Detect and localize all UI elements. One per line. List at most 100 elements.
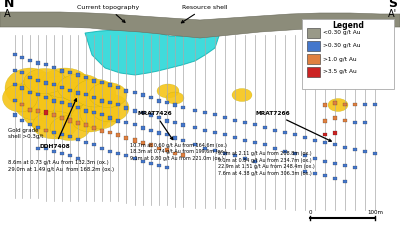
Bar — [243, 156, 247, 159]
Bar — [243, 122, 247, 124]
Ellipse shape — [71, 104, 109, 132]
Bar — [36, 94, 40, 96]
Bar — [20, 104, 24, 106]
Bar — [353, 148, 357, 150]
Bar — [233, 120, 237, 122]
Bar — [133, 109, 137, 113]
Text: A': A' — [388, 9, 397, 19]
Polygon shape — [85, 30, 220, 75]
Bar — [60, 133, 64, 137]
Bar — [108, 149, 112, 153]
Bar — [343, 164, 347, 166]
Bar — [124, 136, 128, 140]
Text: 10.7m at 0.60 g/t Au from 164.6m (ox.)
18.3m at 0.74 g/t Au from 199.6m (ox.)
9.: 10.7m at 0.60 g/t Au from 164.6m (ox.) 1… — [130, 143, 227, 161]
Bar — [323, 159, 327, 163]
Bar — [353, 122, 357, 124]
Bar — [52, 84, 56, 87]
Text: MRAT7426: MRAT7426 — [138, 111, 173, 139]
Bar — [323, 133, 327, 137]
Ellipse shape — [22, 95, 78, 130]
Ellipse shape — [24, 69, 66, 94]
Bar — [323, 141, 327, 145]
Bar — [28, 108, 32, 112]
Bar — [223, 133, 227, 137]
Bar — [52, 113, 56, 117]
Bar — [363, 104, 367, 106]
Bar — [263, 144, 267, 147]
Bar — [28, 92, 32, 95]
Text: 100m: 100m — [367, 210, 383, 215]
Bar — [20, 120, 24, 122]
Ellipse shape — [41, 68, 89, 98]
Bar — [307, 28, 320, 38]
Bar — [173, 103, 177, 107]
Bar — [233, 137, 237, 139]
Bar — [84, 94, 88, 96]
Text: DDH7408: DDH7408 — [40, 99, 76, 149]
Bar — [149, 130, 153, 132]
Bar — [108, 131, 112, 134]
Bar — [193, 144, 197, 147]
Bar — [68, 136, 72, 139]
Bar — [193, 127, 197, 130]
Bar — [76, 106, 80, 110]
Bar — [36, 79, 40, 83]
Text: MRAT7266: MRAT7266 — [256, 111, 331, 141]
Bar — [343, 104, 347, 106]
Bar — [60, 87, 64, 89]
Text: <0.30 g/t Au: <0.30 g/t Au — [323, 31, 360, 35]
Bar — [44, 111, 48, 115]
Bar — [333, 131, 337, 135]
Bar — [28, 123, 32, 127]
Bar — [28, 60, 32, 62]
Bar — [203, 147, 207, 149]
Bar — [157, 131, 161, 135]
Bar — [100, 99, 104, 103]
Bar — [116, 151, 120, 155]
Bar — [193, 110, 197, 113]
Bar — [213, 131, 217, 134]
Text: >0.30 g/t Au: >0.30 g/t Au — [323, 43, 360, 49]
Bar — [84, 141, 88, 145]
Bar — [68, 119, 72, 123]
Bar — [165, 102, 169, 104]
Bar — [92, 79, 96, 83]
Bar — [141, 126, 145, 130]
Bar — [36, 147, 40, 149]
Bar — [333, 101, 337, 105]
Bar — [149, 143, 153, 147]
Bar — [92, 96, 96, 99]
Bar — [108, 102, 112, 104]
Bar — [307, 41, 320, 51]
Bar — [273, 147, 277, 149]
Bar — [100, 147, 104, 149]
Bar — [363, 149, 367, 153]
Bar — [36, 127, 40, 130]
Text: 0: 0 — [308, 210, 312, 215]
Bar — [76, 156, 80, 159]
Bar — [333, 116, 337, 120]
Bar — [353, 104, 357, 106]
Bar — [313, 156, 317, 159]
Bar — [92, 144, 96, 147]
Bar — [92, 126, 96, 130]
Bar — [68, 154, 72, 156]
Bar — [353, 165, 357, 168]
Bar — [173, 122, 177, 124]
Bar — [13, 84, 17, 87]
Bar — [165, 148, 169, 152]
Bar — [181, 106, 185, 110]
Bar — [44, 147, 48, 149]
Bar — [149, 96, 153, 99]
Bar — [373, 151, 377, 155]
Text: Current topography: Current topography — [77, 5, 139, 22]
Bar — [68, 89, 72, 93]
Bar — [213, 113, 217, 116]
Bar — [181, 139, 185, 142]
Ellipse shape — [157, 84, 179, 98]
Bar — [223, 116, 227, 120]
Text: >1.0 g/t Au: >1.0 g/t Au — [323, 57, 357, 61]
Bar — [124, 122, 128, 124]
Text: Gold grade
shell >0.3g/t: Gold grade shell >0.3g/t — [8, 128, 43, 139]
Bar — [141, 112, 145, 114]
